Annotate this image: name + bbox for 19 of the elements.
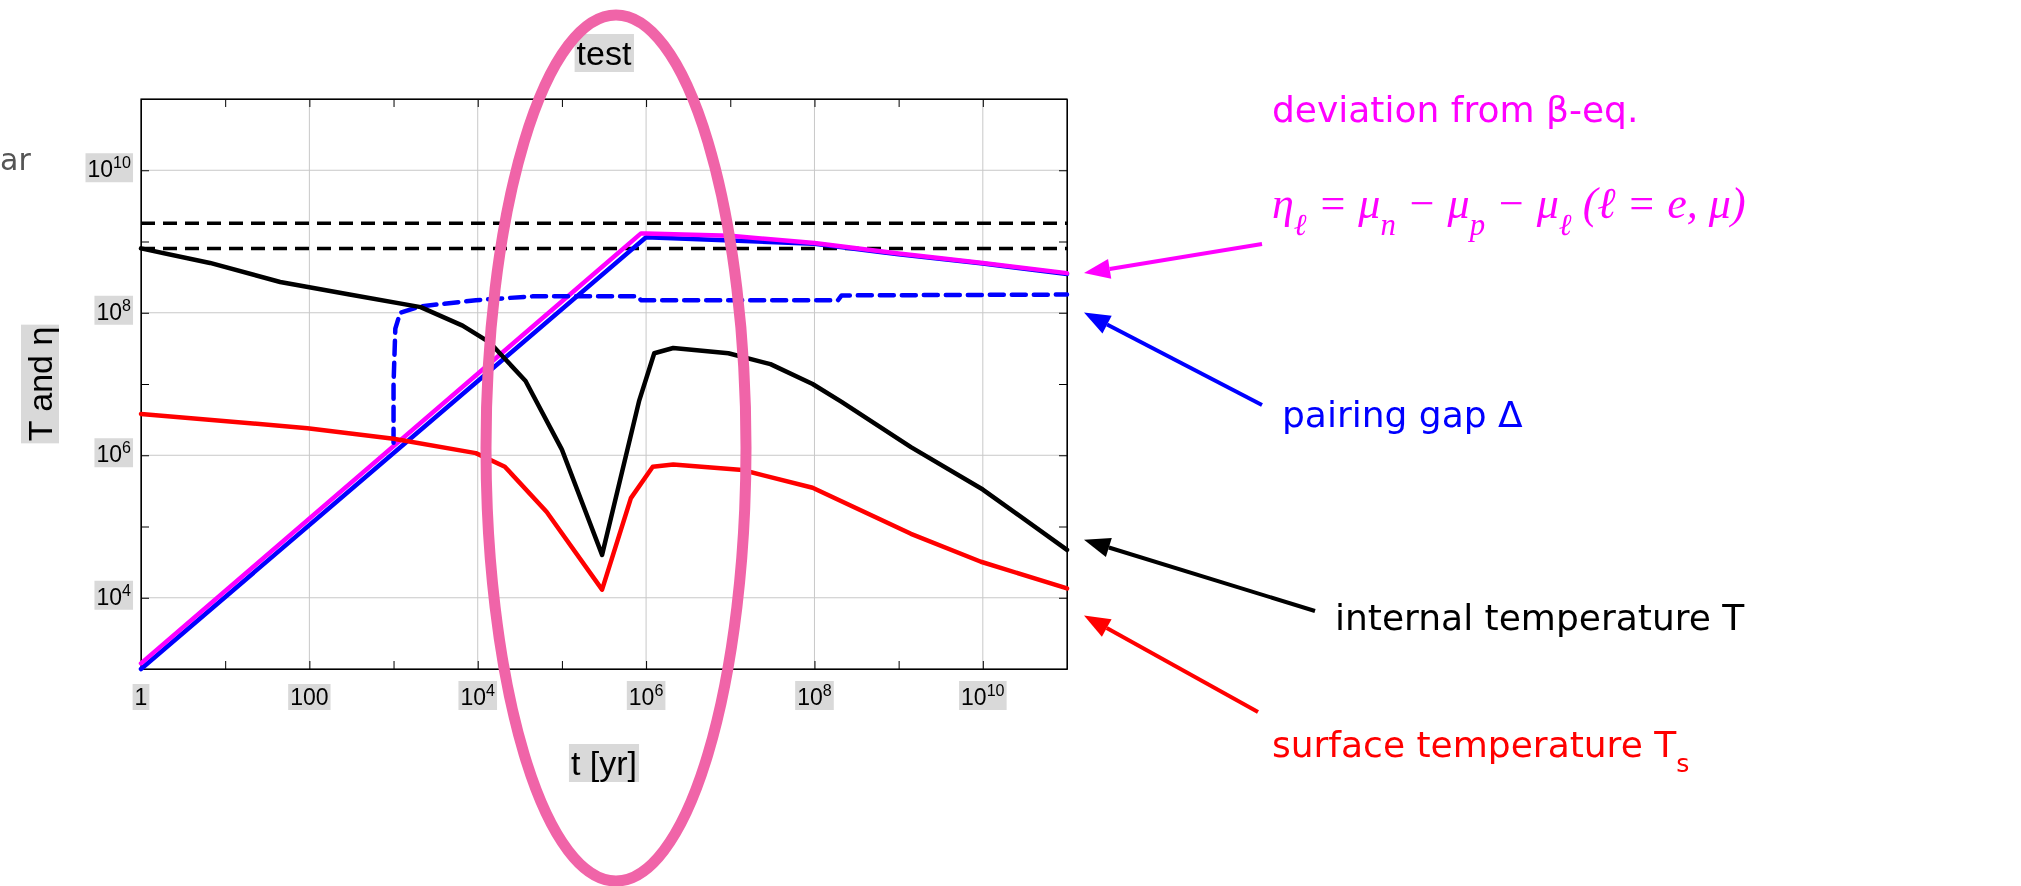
- y-axis-title: T and η: [21, 326, 59, 442]
- text: internal temperature T: [1335, 597, 1746, 638]
- text: surface temperature T$_{s}$: [1272, 724, 1690, 778]
- text: η$_{ℓ}$ = μ$_{n}$ − μ$_{p}$ − μ$_{ℓ}$ (ℓ = e, μ): [1272, 179, 1746, 242]
- y-tick-label: 10$^{6}$: [96, 438, 132, 468]
- y-tick-label: 10$^{10}$: [87, 153, 132, 183]
- y-tick-label: 10$^{8}$: [96, 295, 132, 325]
- y-tick-label: 10$^{4}$: [96, 580, 132, 610]
- x-tick-label: 100: [290, 684, 329, 710]
- x-tick-label: 10$^{10}$: [961, 681, 1005, 710]
- text: deviation from β-eq.: [1272, 89, 1639, 130]
- x-tick-label: 10$^{6}$: [628, 681, 664, 710]
- text: pairing gap Δ: [1282, 394, 1524, 435]
- text: ar: [0, 142, 32, 177]
- x-tick-label: 10$^{4}$: [460, 681, 496, 710]
- x-tick-label: 10$^{8}$: [797, 681, 832, 710]
- x-tick-label: 1: [134, 684, 148, 710]
- x-axis-title: t [yr]: [570, 744, 638, 782]
- chart-title: test: [576, 34, 632, 72]
